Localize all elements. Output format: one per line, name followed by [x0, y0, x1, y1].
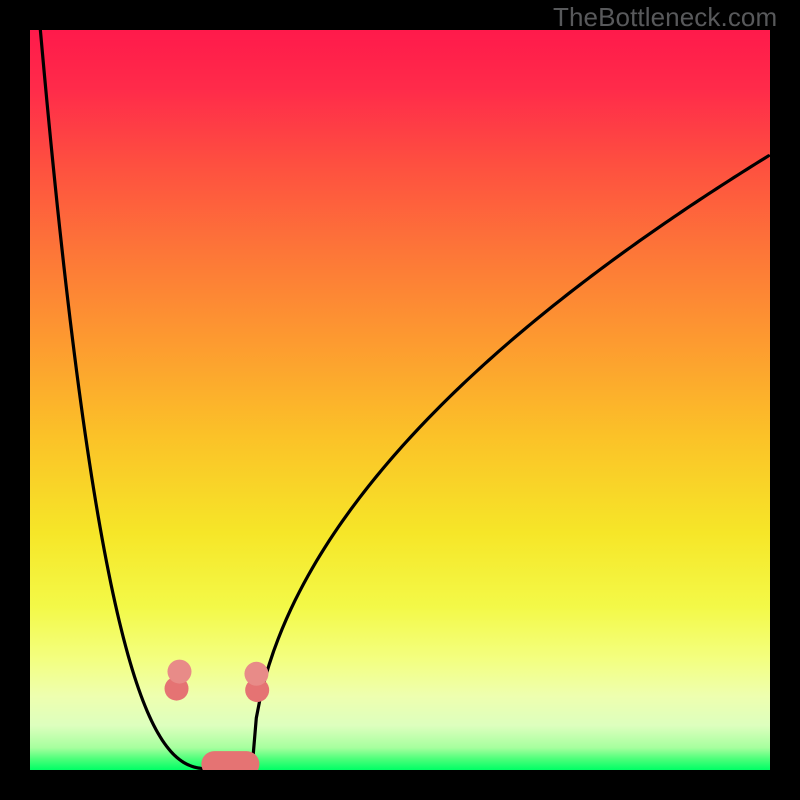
bottleneck-chart — [30, 30, 770, 770]
chart-root: TheBottleneck.com — [0, 0, 800, 800]
watermark-text: TheBottleneck.com — [553, 2, 777, 33]
marker-capsule — [201, 751, 259, 770]
marker-dot — [167, 660, 191, 684]
marker-dot — [244, 662, 268, 686]
